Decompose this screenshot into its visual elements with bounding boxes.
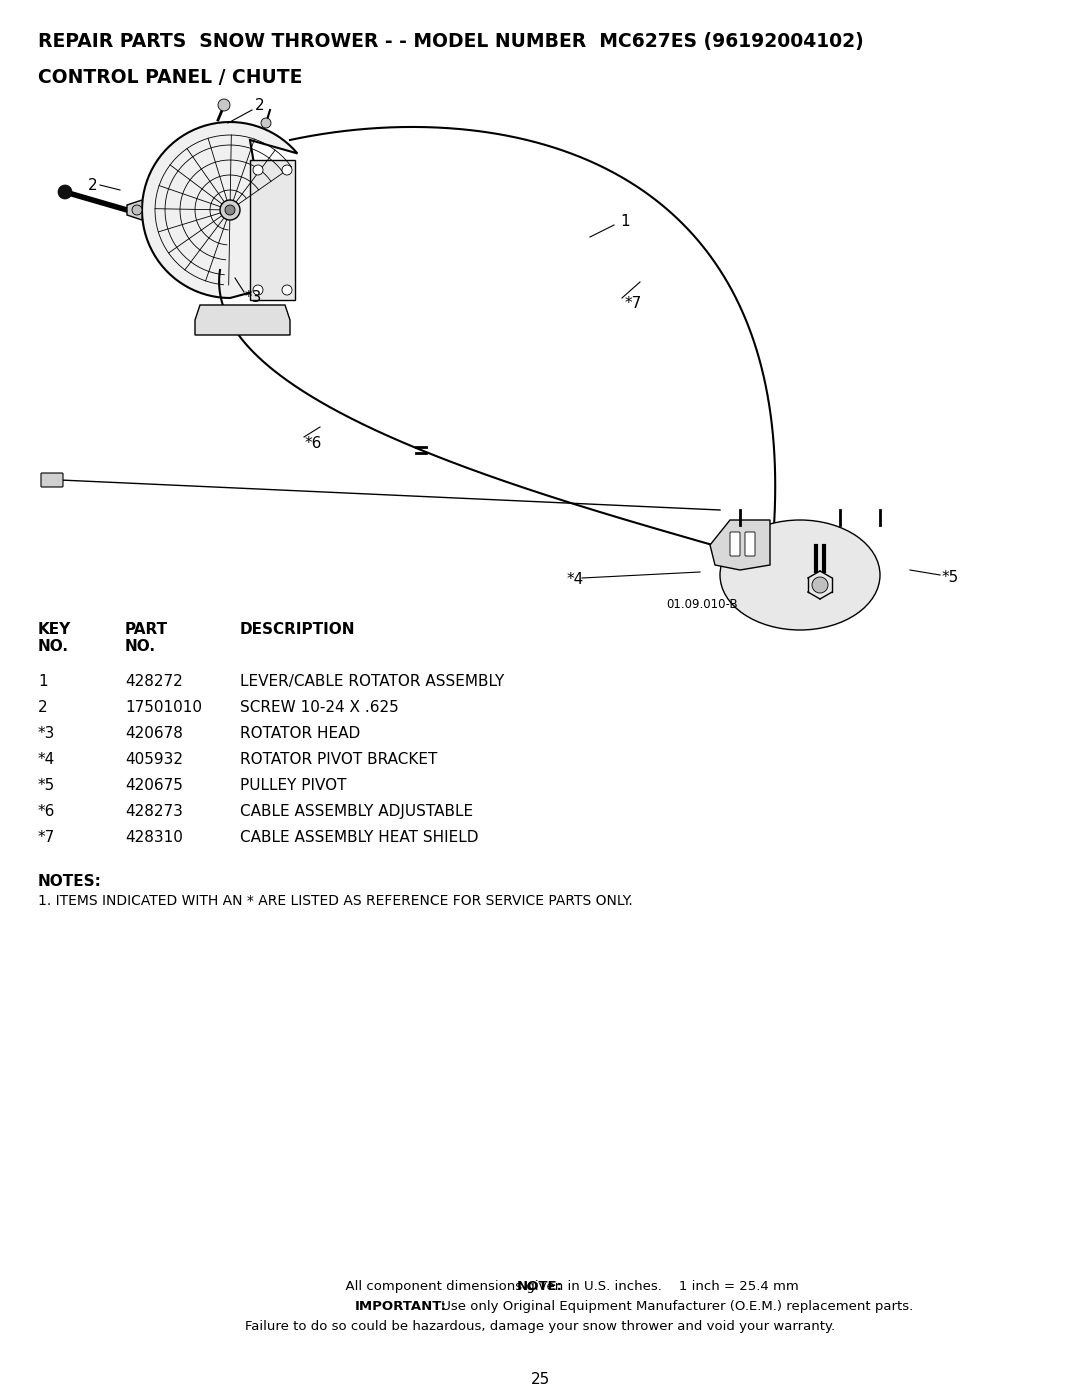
Text: All component dimensions given in U.S. inches.    1 inch = 25.4 mm: All component dimensions given in U.S. i…: [337, 1280, 799, 1294]
Circle shape: [132, 205, 141, 215]
Text: NOTE:: NOTE:: [517, 1280, 563, 1294]
Text: *5: *5: [38, 778, 55, 793]
Text: 428272: 428272: [125, 673, 183, 689]
Text: LEVER/CABLE ROTATOR ASSEMBLY: LEVER/CABLE ROTATOR ASSEMBLY: [240, 673, 504, 689]
Circle shape: [253, 285, 264, 295]
Text: NOTES:: NOTES:: [38, 875, 102, 888]
Circle shape: [282, 165, 292, 175]
Circle shape: [225, 205, 235, 215]
Text: Failure to do so could be hazardous, damage your snow thrower and void your warr: Failure to do so could be hazardous, dam…: [245, 1320, 835, 1333]
Text: IMPORTANT:: IMPORTANT:: [355, 1301, 447, 1313]
Ellipse shape: [720, 520, 880, 630]
Text: *3: *3: [245, 291, 262, 306]
FancyBboxPatch shape: [730, 532, 740, 556]
Text: 420678: 420678: [125, 726, 183, 740]
Text: *6: *6: [305, 436, 322, 450]
Text: ROTATOR PIVOT BRACKET: ROTATOR PIVOT BRACKET: [240, 752, 437, 767]
Text: *7: *7: [625, 296, 643, 310]
Circle shape: [218, 99, 230, 110]
Circle shape: [812, 577, 828, 592]
Text: KEY: KEY: [38, 622, 71, 637]
Circle shape: [220, 200, 240, 219]
Circle shape: [253, 165, 264, 175]
Text: 428310: 428310: [125, 830, 183, 845]
FancyBboxPatch shape: [41, 474, 63, 488]
Circle shape: [261, 117, 271, 129]
Circle shape: [282, 285, 292, 295]
Polygon shape: [127, 200, 141, 219]
Text: 01.09.010-B: 01.09.010-B: [666, 598, 738, 610]
Text: SCREW 10-24 X .625: SCREW 10-24 X .625: [240, 700, 399, 715]
Polygon shape: [141, 122, 297, 298]
Circle shape: [133, 205, 141, 214]
Text: *4: *4: [38, 752, 55, 767]
Text: CABLE ASSEMBLY HEAT SHIELD: CABLE ASSEMBLY HEAT SHIELD: [240, 830, 478, 845]
Text: 2: 2: [87, 177, 97, 193]
Text: *7: *7: [38, 830, 55, 845]
Text: ROTATOR HEAD: ROTATOR HEAD: [240, 726, 361, 740]
Text: 1. ITEMS INDICATED WITH AN * ARE LISTED AS REFERENCE FOR SERVICE PARTS ONLY.: 1. ITEMS INDICATED WITH AN * ARE LISTED …: [38, 894, 633, 908]
Text: 2: 2: [38, 700, 48, 715]
Text: REPAIR PARTS  SNOW THROWER - - MODEL NUMBER  MC627ES (96192004102): REPAIR PARTS SNOW THROWER - - MODEL NUMB…: [38, 32, 864, 52]
Text: 420675: 420675: [125, 778, 183, 793]
Text: *5: *5: [942, 570, 959, 585]
Polygon shape: [249, 161, 295, 300]
Text: 405932: 405932: [125, 752, 183, 767]
Text: *4: *4: [567, 573, 584, 588]
Polygon shape: [195, 305, 291, 335]
Text: 1: 1: [38, 673, 48, 689]
Text: *6: *6: [38, 805, 55, 819]
Text: 25: 25: [530, 1372, 550, 1387]
Text: 2: 2: [255, 98, 265, 113]
Text: Use only Original Equipment Manufacturer (O.E.M.) replacement parts.: Use only Original Equipment Manufacturer…: [437, 1301, 914, 1313]
Text: *3: *3: [38, 726, 55, 740]
Text: 428273: 428273: [125, 805, 183, 819]
Text: NO.: NO.: [38, 638, 69, 654]
Text: CABLE ASSEMBLY ADJUSTABLE: CABLE ASSEMBLY ADJUSTABLE: [240, 805, 473, 819]
Text: 1: 1: [620, 215, 630, 229]
Circle shape: [58, 184, 72, 198]
Polygon shape: [710, 520, 770, 570]
Text: 17501010: 17501010: [125, 700, 202, 715]
FancyBboxPatch shape: [745, 532, 755, 556]
Text: PULLEY PIVOT: PULLEY PIVOT: [240, 778, 347, 793]
Text: CONTROL PANEL / CHUTE: CONTROL PANEL / CHUTE: [38, 68, 302, 87]
Text: PART: PART: [125, 622, 168, 637]
Text: NO.: NO.: [125, 638, 156, 654]
Text: DESCRIPTION: DESCRIPTION: [240, 622, 355, 637]
